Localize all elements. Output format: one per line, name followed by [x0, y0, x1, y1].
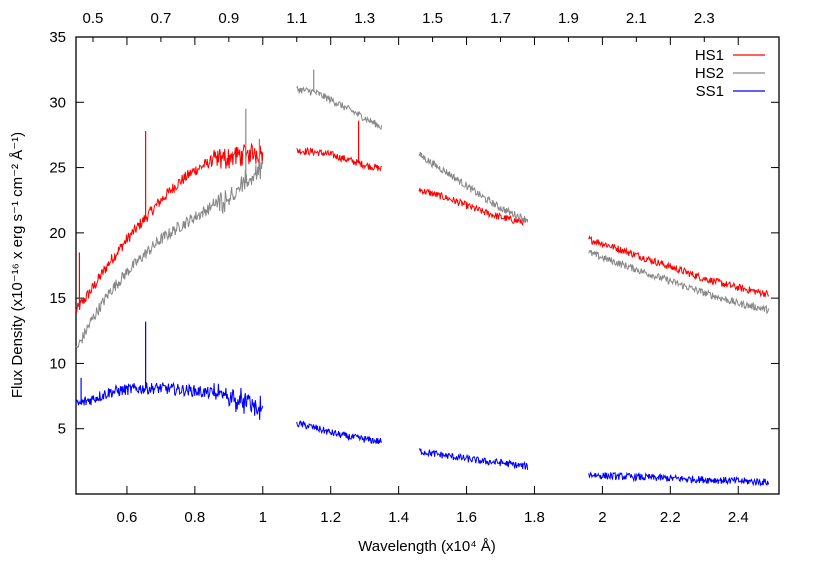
series-hs2-segment: [296, 85, 383, 131]
series-hs2-segment: [75, 160, 264, 349]
legend-label: HS1: [695, 47, 724, 64]
x2-tick-label: 2.1: [626, 10, 647, 27]
x-tick-label: 2: [598, 509, 606, 526]
y-tick-label: 25: [49, 160, 66, 177]
y-tick-label: 20: [49, 225, 66, 242]
x-tick-label: 0.8: [184, 509, 205, 526]
x-tick-label: 1.4: [388, 509, 409, 526]
series-ss1-segment: [418, 448, 529, 470]
x-tick-label: 1.2: [320, 509, 341, 526]
series-ss1-segment: [75, 381, 264, 420]
x2-tick-label: 1.9: [558, 10, 579, 27]
x2-tick-label: 1.5: [422, 10, 443, 27]
y-tick-label: 30: [49, 94, 66, 111]
series-hs1-segment: [75, 142, 264, 313]
y-tick-label: 15: [49, 290, 66, 307]
x-tick-label: 1.6: [456, 509, 477, 526]
x2-tick-label: 1.7: [490, 10, 511, 27]
x-tick-label: 1.8: [524, 509, 545, 526]
x2-tick-label: 0.7: [150, 10, 171, 27]
series-layer: [75, 69, 770, 487]
x-axis-ticks: 0.6 0.8 1 1.2 1.4 1.6 1.8 2 2.2 2.4: [117, 37, 749, 526]
series-hs1-segment: [418, 187, 529, 226]
x2-tick-label: 2.3: [694, 10, 715, 27]
legend-label: HS2: [695, 65, 724, 82]
series-ss1-segment: [296, 420, 383, 444]
series-hs1-segment: [588, 235, 770, 298]
x2-axis-ticks: 0.5 0.7 0.9 1.1 1.3 1.5 1.7 1.9 2.1 2.3: [83, 10, 715, 42]
series-hs2-segment: [588, 249, 770, 315]
series-hs1: [75, 120, 770, 313]
y-tick-label: 10: [49, 355, 66, 372]
x2-tick-label: 0.9: [218, 10, 239, 27]
plot-frame: [75, 36, 780, 495]
legend-label: SS1: [696, 83, 724, 100]
x-tick-label: 2.4: [728, 509, 749, 526]
y-tick-label: 35: [49, 29, 66, 46]
series-hs2-segment: [418, 151, 529, 223]
y-tick-label: 5: [58, 421, 66, 438]
y-axis-label: Flux Density (x10⁻¹⁶ x erg s⁻¹ cm⁻² Å⁻¹): [9, 132, 26, 398]
x-tick-label: 0.6: [117, 509, 138, 526]
x2-tick-label: 1.1: [286, 10, 307, 27]
x2-tick-label: 1.3: [354, 10, 375, 27]
series-ss1: [75, 321, 770, 487]
series-hs1-segment: [296, 146, 383, 172]
x-tick-label: 1: [259, 509, 267, 526]
x-tick-label: 2.2: [660, 509, 681, 526]
x-axis-label: Wavelength (x10⁴ Å): [358, 538, 496, 555]
series-ss1-segment: [588, 471, 770, 487]
y-axis-ticks: 5 10 15 20 25 30 35: [49, 29, 779, 438]
series-hs2: [75, 69, 770, 349]
x2-tick-label: 0.5: [83, 10, 104, 27]
